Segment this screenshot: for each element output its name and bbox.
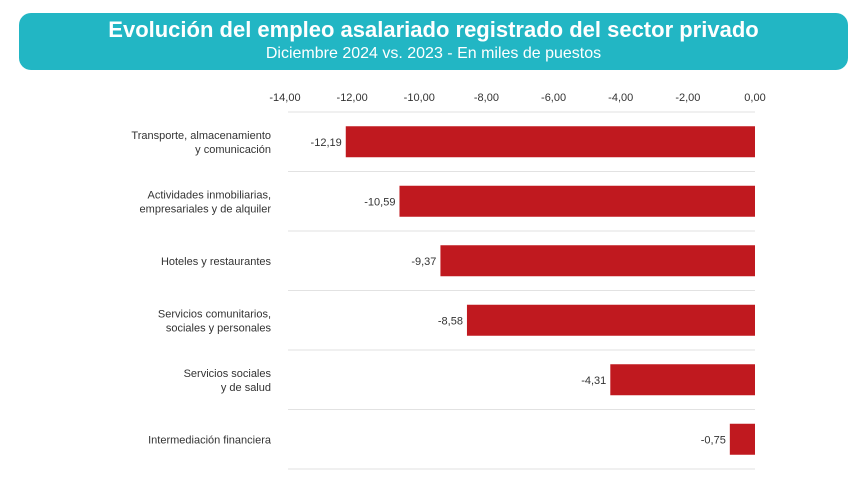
x-tick-label: -10,00 bbox=[404, 92, 435, 104]
title-banner: Evolución del empleo asalariado registra… bbox=[19, 13, 848, 70]
bar bbox=[729, 423, 755, 455]
category-label: Transporte, almacenamiento y comunicación bbox=[131, 130, 271, 156]
category-label: Servicios comunitarios, sociales y person… bbox=[158, 308, 272, 334]
data-label: -12,19 bbox=[311, 137, 342, 149]
bar bbox=[399, 185, 755, 217]
bar bbox=[466, 304, 755, 336]
x-tick-label: -6,00 bbox=[541, 92, 566, 104]
bar bbox=[610, 364, 755, 396]
data-label: -9,37 bbox=[411, 256, 436, 268]
x-tick-label: -8,00 bbox=[474, 92, 499, 104]
x-tick-label: 0,00 bbox=[744, 92, 765, 104]
x-tick-label: -2,00 bbox=[675, 92, 700, 104]
chart-subtitle: Diciembre 2024 vs. 2023 - En miles de pu… bbox=[265, 45, 602, 62]
chart-title: Evolución del empleo asalariado registra… bbox=[108, 17, 759, 42]
bar bbox=[345, 126, 755, 158]
x-tick-label: -12,00 bbox=[337, 92, 368, 104]
data-label: -0,75 bbox=[701, 434, 726, 446]
data-label: -10,59 bbox=[364, 196, 395, 208]
x-tick-label: -14,00 bbox=[269, 92, 300, 104]
bar bbox=[440, 245, 755, 277]
category-label: Servicios sociales y de salud bbox=[184, 368, 272, 394]
category-label: Actividades inmobiliarias, empresariales … bbox=[140, 189, 272, 215]
x-tick-label: -4,00 bbox=[608, 92, 633, 104]
data-label: -8,58 bbox=[438, 315, 463, 327]
category-label: Hoteles y restaurantes bbox=[161, 256, 272, 268]
category-label: Intermediación financiera bbox=[148, 434, 272, 446]
data-label: -4,31 bbox=[581, 375, 606, 387]
